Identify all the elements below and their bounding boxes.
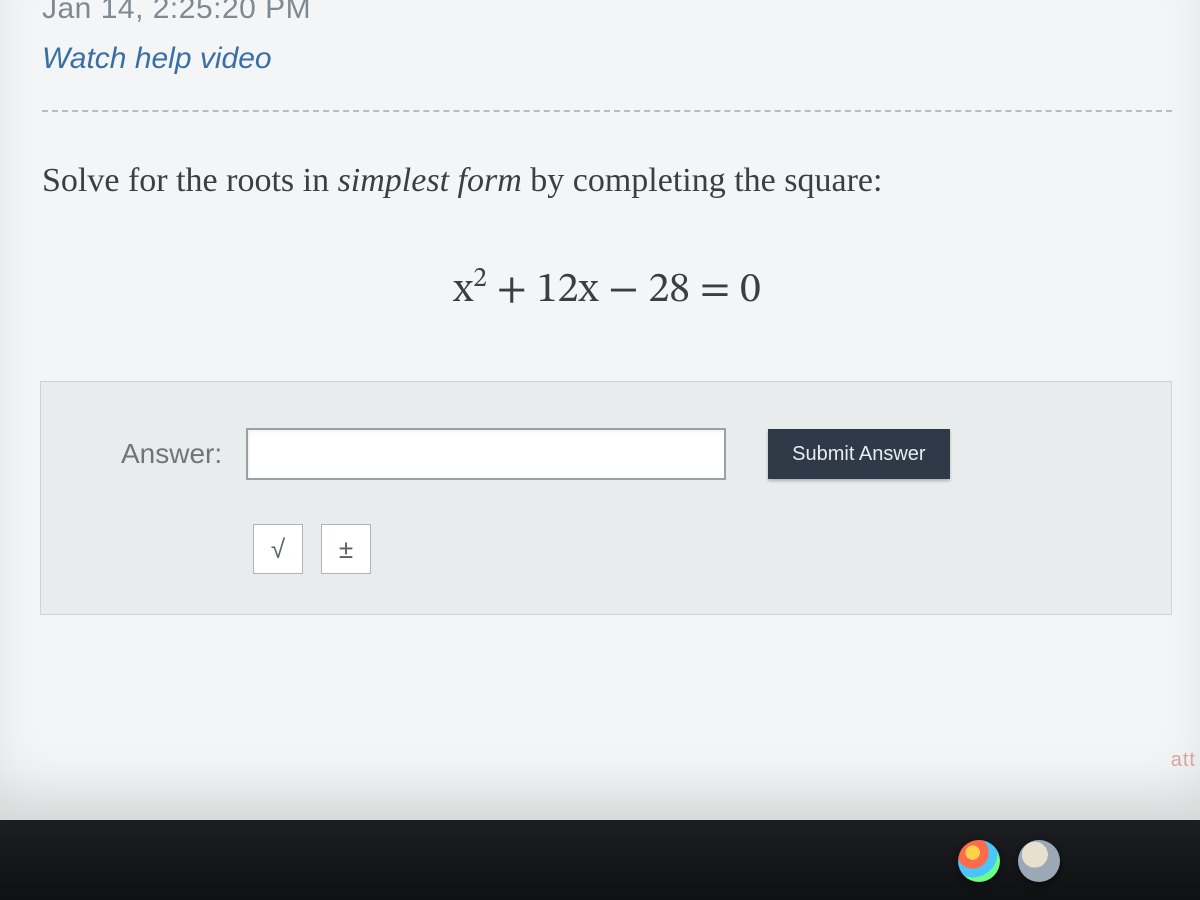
system-tray: [958, 840, 1060, 882]
answer-panel: Answer: Submit Answer √ ±: [40, 381, 1172, 615]
timestamp: Jan 14, 2:25:20 PM: [42, 0, 1172, 26]
tray-icon[interactable]: [1018, 840, 1060, 882]
answer-row: Answer: Submit Answer: [121, 428, 1131, 480]
sqrt-button[interactable]: √: [253, 524, 303, 574]
os-taskbar: [0, 820, 1200, 900]
prompt-post: by completing the square:: [522, 162, 883, 199]
prompt-emphasis: simplest form: [338, 162, 522, 199]
equation-exponent: 2: [473, 266, 487, 293]
plus-minus-button[interactable]: ±: [321, 524, 371, 574]
answer-label: Answer:: [121, 438, 222, 470]
problem-page: Jan 14, 2:25:20 PM Watch help video Solv…: [0, 0, 1200, 820]
section-divider: [42, 110, 1172, 112]
prompt-pre: Solve for the roots in: [42, 162, 338, 199]
question-prompt: Solve for the roots in simplest form by …: [42, 156, 1172, 205]
submit-answer-button[interactable]: Submit Answer: [768, 429, 949, 479]
equation-var: x: [453, 269, 473, 311]
equation-rest: + 12x − 28 = 0: [487, 269, 761, 311]
attempt-badge: att: [1171, 749, 1196, 772]
equation-display: x2 + 12x − 28 = 0: [42, 263, 1172, 317]
answer-input[interactable]: [246, 428, 726, 480]
tray-icon[interactable]: [958, 840, 1000, 882]
math-tool-row: √ ±: [121, 524, 1131, 574]
watch-help-video-link[interactable]: Watch help video: [42, 42, 272, 76]
